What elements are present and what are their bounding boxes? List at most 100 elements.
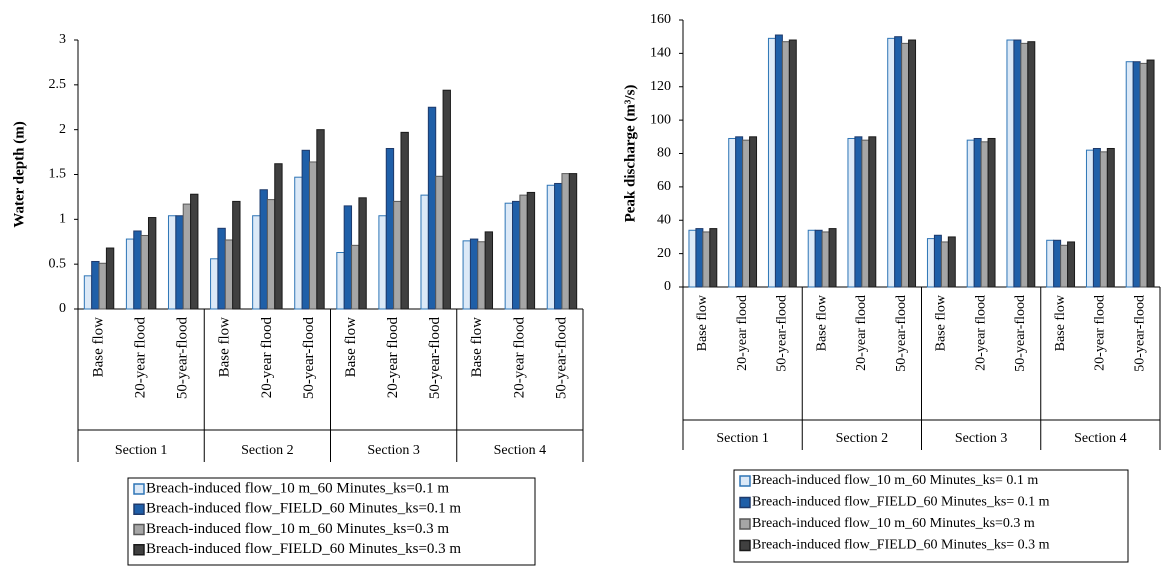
- bar: [83, 275, 93, 310]
- bar: [301, 149, 310, 310]
- bar: [224, 239, 234, 310]
- bar: [788, 39, 797, 288]
- bar: [98, 262, 107, 310]
- legend-label: Breach-induced flow_FIELD_60 Minutes_ks=…: [146, 541, 461, 557]
- y-tick-label: 160: [650, 12, 671, 27]
- x-tick-label: Base flow: [90, 317, 106, 378]
- bar: [568, 173, 578, 310]
- bar: [1013, 39, 1022, 288]
- bar: [1106, 147, 1115, 288]
- group-label: Section 1: [115, 443, 168, 458]
- bar: [1099, 151, 1108, 288]
- bar: [526, 191, 536, 310]
- legend-swatch: [133, 523, 145, 536]
- y-tick-label: 0.5: [49, 256, 67, 271]
- bar: [926, 238, 935, 288]
- bar: [336, 252, 345, 310]
- bar: [987, 137, 996, 288]
- bar: [847, 137, 856, 288]
- legend-swatch: [739, 539, 751, 552]
- y-tick-label: 0: [664, 279, 671, 294]
- bar: [1046, 239, 1055, 288]
- bar: [442, 89, 451, 310]
- bar: [316, 129, 325, 310]
- bar: [343, 205, 353, 310]
- bar: [1092, 147, 1101, 288]
- legend-swatch: [133, 544, 145, 556]
- bar: [308, 161, 318, 310]
- bar: [854, 136, 863, 288]
- bar: [966, 139, 975, 288]
- bar: [546, 184, 556, 310]
- x-tick-label: 50-year-flood: [175, 317, 191, 400]
- legend-swatch: [739, 496, 751, 509]
- bar: [351, 244, 360, 310]
- bar: [210, 258, 219, 310]
- bar: [728, 137, 737, 288]
- bar: [133, 230, 142, 310]
- legend-label: Breach-induced flow_10 m_60 Minutes_ks= …: [752, 473, 1038, 488]
- legend-swatch: [739, 475, 751, 487]
- bar: [358, 197, 367, 310]
- x-tick-label: 20-year flood: [973, 295, 988, 371]
- x-tick-label: 50-year-flood: [775, 295, 790, 372]
- bar: [232, 200, 241, 310]
- bar: [1132, 61, 1141, 288]
- bar: [140, 234, 149, 310]
- bar: [1125, 61, 1134, 288]
- x-tick-label: 20-year flood: [854, 295, 869, 371]
- bar: [735, 136, 744, 288]
- legend-swatch: [133, 503, 145, 515]
- bar: [105, 247, 115, 310]
- bar: [688, 229, 697, 288]
- bar: [814, 229, 823, 288]
- bar: [125, 238, 135, 310]
- x-tick-label: Base flow: [695, 294, 710, 351]
- legend-label: Breach-induced flow_10 m_60 Minutes_ks=0…: [752, 516, 1035, 531]
- group-label: Section 1: [716, 431, 769, 446]
- bar: [294, 176, 303, 310]
- x-tick-label: 20-year flood: [133, 317, 149, 399]
- legend-label: Breach-induced flow_FIELD_60 Minutes_ks=…: [752, 538, 1050, 553]
- x-tick-label: 50-year-flood: [1132, 295, 1147, 372]
- bar: [1139, 62, 1148, 288]
- group-label: Section 4: [494, 443, 547, 458]
- bar: [252, 215, 261, 310]
- bar: [1060, 244, 1069, 288]
- bar: [947, 236, 956, 288]
- bar: [781, 41, 790, 288]
- bar: [378, 215, 387, 310]
- y-tick-label: 80: [657, 146, 671, 161]
- bar: [393, 200, 402, 310]
- bar: [266, 199, 276, 310]
- bar: [702, 231, 711, 288]
- bar: [274, 163, 283, 310]
- y-tick-label: 1: [59, 212, 66, 227]
- bar: [259, 189, 268, 310]
- bar: [695, 228, 704, 288]
- x-tick-label: 50-year-flood: [894, 295, 909, 372]
- y-tick-label: 140: [650, 46, 671, 61]
- legend-label: Breach-induced flow_FIELD_60 Minutes_ks=…: [752, 495, 1050, 510]
- bar: [709, 228, 718, 288]
- bar: [462, 240, 471, 310]
- legend-label: Breach-induced flow_FIELD_60 Minutes_ks=…: [146, 501, 461, 517]
- bar: [469, 238, 479, 310]
- x-tick-label: 50-year-flood: [301, 317, 317, 400]
- x-tick-label: 20-year flood: [735, 295, 750, 371]
- x-tick-label: 20-year flood: [385, 317, 401, 399]
- bar: [519, 194, 528, 310]
- bar: [901, 42, 910, 288]
- bar: [742, 139, 751, 288]
- bar: [887, 37, 896, 288]
- bar: [1085, 149, 1094, 288]
- bar: [504, 202, 514, 310]
- bar: [512, 200, 521, 310]
- bar: [400, 131, 409, 310]
- bar: [435, 175, 444, 310]
- legend-label: Breach-induced flow_10 m_60 Minutes_ks=0…: [146, 521, 449, 537]
- y-tick-label: 2.5: [49, 77, 67, 92]
- bar: [1067, 241, 1076, 288]
- bar: [385, 147, 395, 310]
- x-tick-label: Base flow: [1053, 294, 1068, 351]
